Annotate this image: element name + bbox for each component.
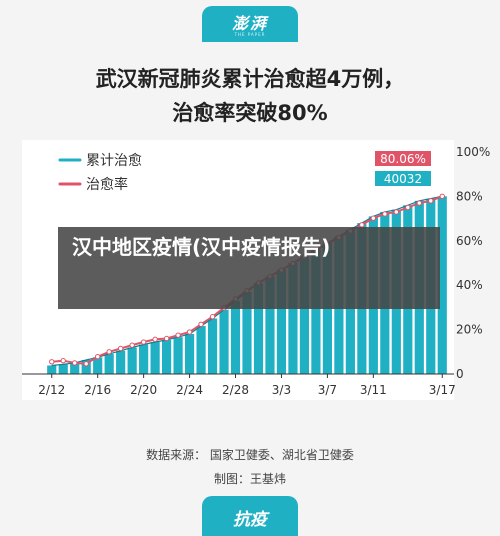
bar-2/19: [127, 347, 137, 374]
brand-logo: 澎湃 THE PAPER: [202, 6, 298, 42]
chart-title-line-2: 治愈率突破80%: [172, 101, 328, 125]
rate-point-2/20: [140, 339, 147, 345]
rate-point-2/21: [152, 336, 158, 343]
x-tick-label: 2/24: [176, 383, 203, 397]
rate-point-2/22: [163, 335, 170, 342]
bar-3/6: [311, 249, 321, 374]
title-overlay: 汉中地区疫情(汉中疫情报告): [58, 227, 440, 309]
value-label-box: [375, 151, 431, 166]
bar-2/26: [207, 318, 218, 374]
bar-3/17: [437, 196, 447, 374]
bar-3/3: [276, 269, 287, 374]
legend-label: 治愈率: [86, 176, 128, 193]
bar-2/22: [162, 339, 172, 374]
data-source-text: 数据来源： 国家卫健委、湖北省卫健委: [146, 448, 354, 462]
y-tick-label: 100%: [456, 145, 490, 159]
bar-2/20: [139, 344, 149, 374]
bar-2/29: [242, 291, 252, 374]
rate-point-2/16: [94, 353, 101, 360]
y-tick-label: 0: [456, 367, 464, 381]
axes-group: 2/12 2/16 2/20 2/24 2/28 3/3 3/7 3/11 3/170 20% 40…: [22, 145, 490, 397]
rate-point-2/19: [129, 342, 135, 348]
rate-point-2/25: [198, 321, 204, 327]
bar-2/12: [47, 365, 57, 374]
x-tick-label: 2/20: [130, 383, 157, 397]
y-tick-label: 40%: [456, 278, 483, 292]
rate-point-2/18: [117, 345, 124, 352]
value-labels-group: 80.06% 40032: [375, 151, 431, 186]
bar-2/13: [58, 364, 68, 374]
y-tick-label: 20%: [456, 323, 483, 337]
rate-point-3/11: [370, 215, 377, 221]
x-tick-label: 3/11: [360, 383, 387, 397]
rate-point-2/17: [106, 349, 112, 355]
bar-2/18: [116, 350, 126, 374]
bar-2/27: [219, 309, 229, 374]
bottom-badge-text: 抗疫: [233, 510, 267, 530]
rate-point-3/15: [416, 200, 422, 206]
bar-2/17: [104, 353, 114, 374]
bar-3/4: [288, 263, 298, 374]
rate-point-2/12: [49, 359, 55, 365]
top-banner: 澎湃 THE PAPER: [0, 0, 500, 42]
rate-point-3/14: [405, 204, 411, 211]
chart-maker-text: 制图：王基炜: [213, 472, 286, 486]
rate-point-2/13: [60, 357, 66, 364]
bar-2/25: [196, 326, 206, 374]
rate-point-3/16: [428, 198, 434, 204]
x-tick-label: 3/17: [429, 383, 456, 397]
value-label: 80.06%: [380, 152, 426, 166]
bar-2/16: [93, 357, 103, 374]
logo-text: 澎湃: [231, 14, 268, 33]
bottom-badge: 抗疫: [202, 496, 298, 536]
rate-point-3/12: [382, 211, 388, 217]
rate-point-2/15: [83, 361, 89, 367]
rate-point-2/24: [186, 329, 193, 335]
bar-2/23: [173, 337, 183, 374]
value-label-box: [375, 171, 431, 186]
rate-point-3/13: [393, 209, 400, 215]
x-tick-label: 2/28: [222, 383, 249, 397]
rate-point-2/23: [175, 332, 181, 338]
bar-2/21: [150, 342, 160, 374]
bar-3/1: [253, 282, 264, 374]
rate-point-3/17: [439, 193, 445, 199]
logo-subtext: THE PAPER: [234, 32, 266, 37]
rate-point-2/14: [72, 360, 78, 366]
overlay-title-text: 汉中地区疫情(汉中疫情报告): [72, 235, 331, 259]
x-tick-label: 3/3: [272, 383, 291, 397]
x-tick-label: 2/12: [38, 383, 65, 397]
y-tick-label: 60%: [456, 234, 483, 248]
bar-2/28: [230, 300, 241, 374]
y-tick-label: 80%: [456, 189, 483, 203]
x-tick-label: 2/16: [84, 383, 111, 397]
x-tick-label: 3/7: [318, 383, 337, 397]
bar-2/15: [81, 359, 91, 374]
value-label: 40032: [384, 172, 422, 186]
chart-title-line-1: 武汉新冠肺炎累计治愈超4万例，: [95, 67, 405, 91]
rate-point-2/26: [209, 314, 216, 320]
bar-3/5: [299, 256, 310, 374]
legend-label: 累计治愈: [86, 153, 142, 169]
bar-2/14: [70, 362, 80, 374]
bar-3/2: [265, 276, 275, 374]
bar-2/24: [184, 334, 195, 374]
